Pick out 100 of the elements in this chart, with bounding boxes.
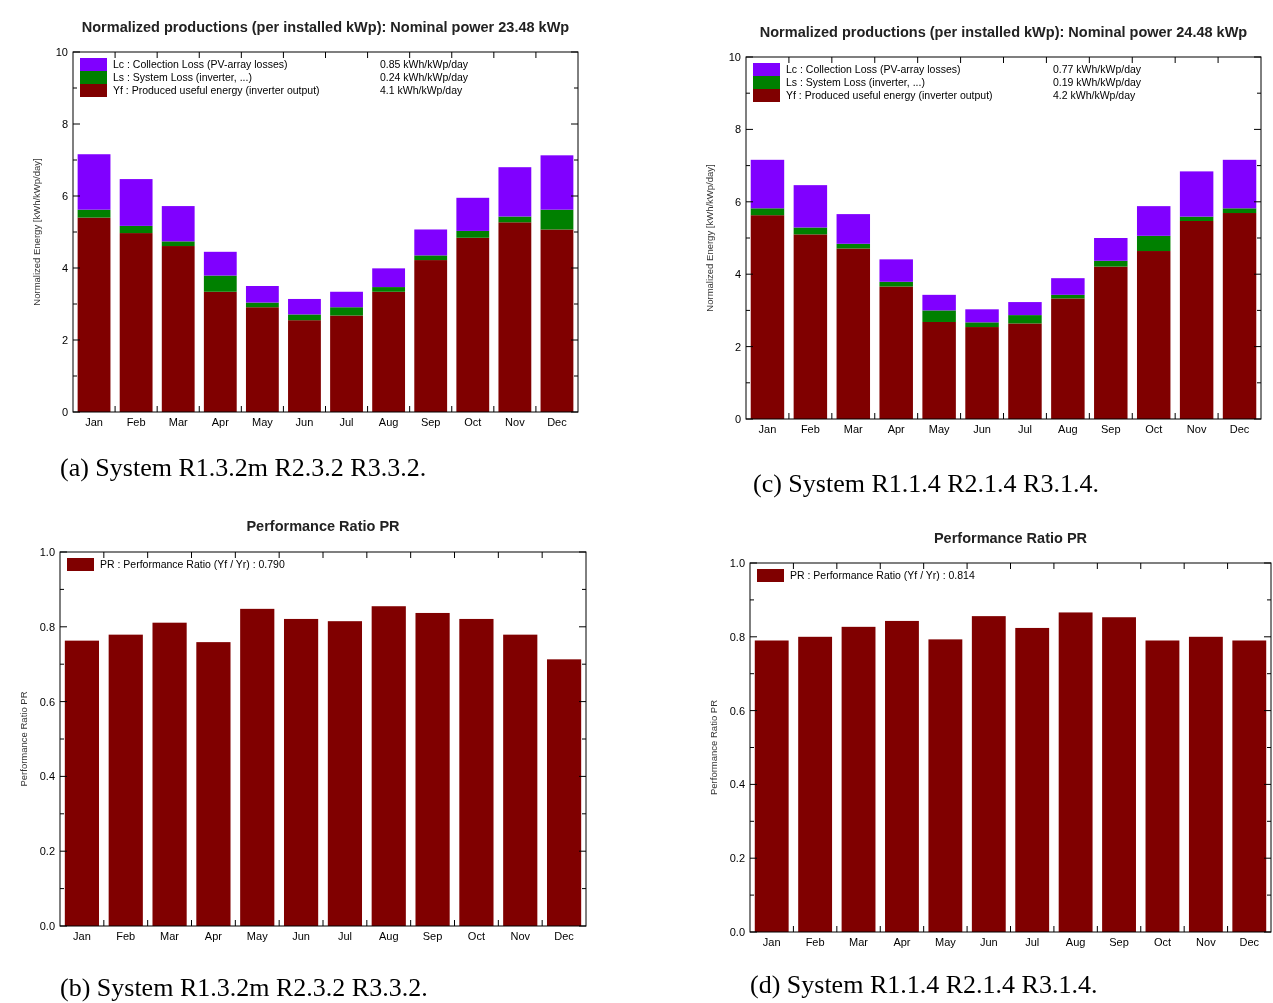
x-tick-label: Jun xyxy=(295,416,314,428)
x-tick-label: Aug xyxy=(378,930,399,942)
x-tick-label: Jun xyxy=(292,930,310,942)
legend-label: Yf : Produced useful energy (inverter output) xyxy=(786,89,993,101)
bar xyxy=(203,275,237,292)
bar xyxy=(119,233,153,412)
x-tick-label: Oct xyxy=(1153,936,1172,948)
chart-title: Normalized productions (per installed kWp): Nominal power 23.48 kWp xyxy=(81,19,570,35)
bar xyxy=(498,167,532,217)
bar xyxy=(1188,636,1223,932)
bar xyxy=(203,251,237,276)
bar xyxy=(372,291,406,412)
x-tick-label: Feb xyxy=(800,423,820,435)
x-tick-label: Dec xyxy=(547,416,568,428)
bar xyxy=(1094,238,1128,261)
y-axis-title: Performance Ratio PR xyxy=(18,691,29,787)
bar xyxy=(750,159,785,209)
x-tick-label: Mar xyxy=(849,936,869,948)
y-tick-label: 0 xyxy=(61,406,68,418)
x-tick-label: Sep xyxy=(1101,423,1121,435)
bar xyxy=(540,155,574,210)
x-tick-label: Oct xyxy=(1145,423,1163,435)
bar xyxy=(64,640,100,926)
x-tick-label: Jul xyxy=(337,930,352,942)
bar xyxy=(372,268,406,288)
bar xyxy=(77,154,111,210)
x-tick-label: Nov xyxy=(505,416,526,428)
bar xyxy=(922,294,956,311)
bar xyxy=(330,315,363,412)
x-tick-label: Jun xyxy=(979,936,998,948)
y-tick-label: 0.0 xyxy=(39,920,55,932)
x-tick-label: Aug xyxy=(1058,423,1078,435)
bar xyxy=(414,229,448,256)
bar xyxy=(754,640,789,932)
y-tick-label: 4 xyxy=(61,262,68,274)
bar xyxy=(119,179,153,226)
x-tick-label: Feb xyxy=(805,936,825,948)
bar xyxy=(203,291,237,412)
bar xyxy=(793,185,828,228)
bar xyxy=(1015,627,1050,932)
y-tick-label: 10 xyxy=(55,46,68,58)
x-tick-label: May xyxy=(928,423,951,435)
y-tick-label: 0.0 xyxy=(729,926,745,938)
bar xyxy=(750,208,785,216)
annotation: 4.2 kWh/kWp/day xyxy=(1053,89,1137,101)
y-tick-label: 0.4 xyxy=(39,770,55,783)
bar xyxy=(161,241,195,247)
x-tick-label: Apr xyxy=(204,930,223,942)
y-tick-label: 2 xyxy=(61,334,68,346)
bar xyxy=(240,608,275,926)
annotation: 0.77 kWh/kWp/day xyxy=(1053,63,1142,75)
x-tick-label: Jun xyxy=(973,423,991,435)
x-tick-label: Dec xyxy=(1239,936,1260,948)
y-tick-label: 8 xyxy=(61,118,68,130)
x-tick-label: Oct xyxy=(467,930,485,942)
chart-title: Performance Ratio PR xyxy=(933,530,1088,546)
bar xyxy=(1222,208,1257,214)
x-tick-label: Apr xyxy=(893,936,911,948)
bar xyxy=(1094,260,1128,267)
bar xyxy=(498,222,532,412)
y-tick-label: 10 xyxy=(728,51,741,63)
bar xyxy=(456,230,490,238)
bar xyxy=(879,281,913,287)
y-tick-label: 4 xyxy=(734,268,741,281)
annotation: 0.24 kWh/kWp/day xyxy=(380,71,469,83)
bar xyxy=(371,606,406,926)
legend-label: PR : Performance Ratio (Yf / Yr) : 0.814 xyxy=(790,569,975,581)
x-tick-label: Apr xyxy=(211,416,230,428)
x-tick-label: Dec xyxy=(1229,423,1250,435)
y-tick-label: 8 xyxy=(734,123,741,136)
y-tick-label: 1.0 xyxy=(729,557,745,569)
bar xyxy=(415,612,450,926)
y-tick-label: 0.8 xyxy=(39,620,55,633)
bar xyxy=(1179,171,1214,217)
bar xyxy=(1008,323,1042,419)
bar xyxy=(327,621,363,926)
x-tick-label: May xyxy=(246,930,269,942)
x-tick-label: Nov xyxy=(510,930,531,942)
annotation: 4.1 kWh/kWp/day xyxy=(380,84,464,96)
bar xyxy=(841,626,876,932)
bar xyxy=(885,620,919,932)
bar xyxy=(288,298,321,315)
y-axis-title: Normalized Energy [kWh/kWp/day] xyxy=(704,164,715,312)
bar xyxy=(1145,640,1180,932)
bar xyxy=(1008,315,1042,324)
x-tick-label: Jul xyxy=(1025,936,1040,948)
y-tick-label: 0.2 xyxy=(39,845,55,858)
bar xyxy=(119,225,153,234)
bar xyxy=(1136,235,1171,252)
x-tick-label: Jan xyxy=(85,416,103,428)
bar xyxy=(77,209,111,218)
x-tick-label: May xyxy=(934,936,957,948)
x-tick-label: Nov xyxy=(1186,423,1207,435)
x-tick-label: Jul xyxy=(1017,423,1032,435)
chart-title: Normalized productions (per installed kWp): Nominal power 24.48 kWp xyxy=(759,24,1248,40)
bar xyxy=(928,639,963,932)
y-axis-title: Normalized Energy [kWh/kWp/day] xyxy=(31,158,42,306)
bar xyxy=(161,246,195,412)
bar xyxy=(971,616,1006,932)
bar xyxy=(1222,159,1257,209)
